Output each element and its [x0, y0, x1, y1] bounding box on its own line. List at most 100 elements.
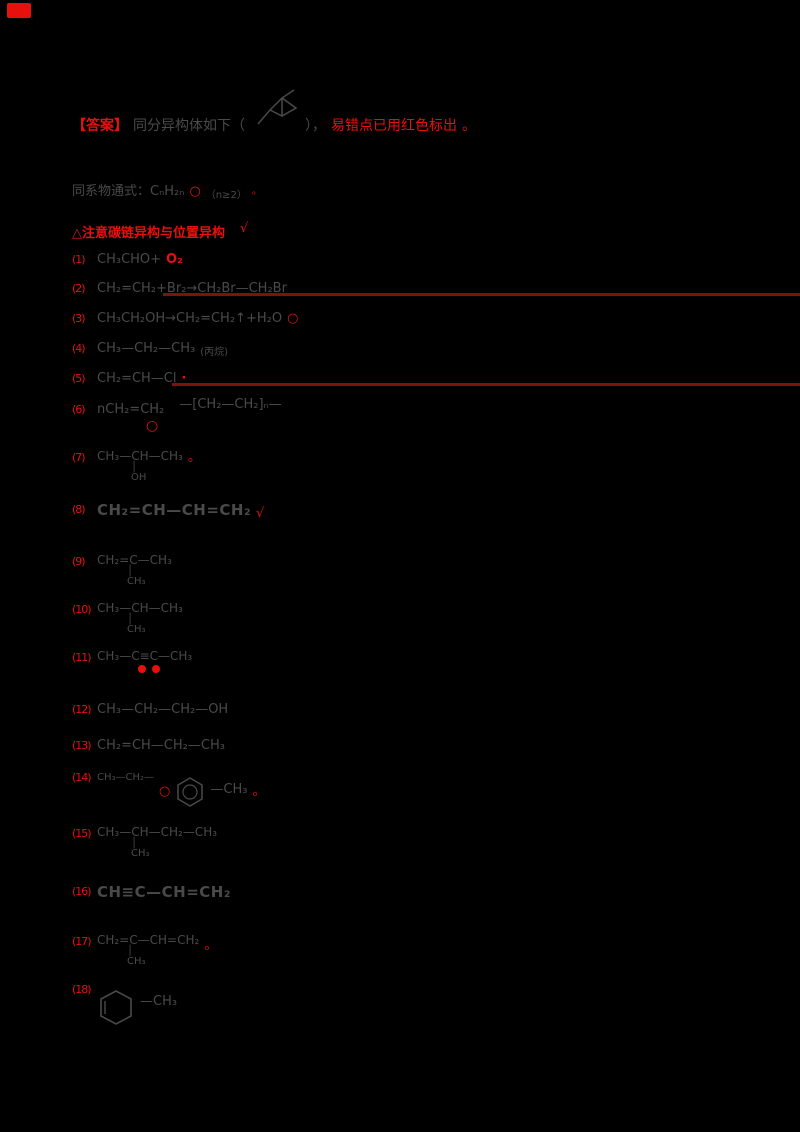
item-number: (15): [72, 827, 92, 840]
formula-suffix: —CH₃: [140, 994, 178, 1009]
item-number: (3): [72, 312, 86, 325]
formula-line2: │ CH₃: [127, 566, 146, 587]
formula-text: CH₂=CH₂+Br₂→CH₂Br—CH₂Br: [97, 281, 287, 296]
red-tail-mark: 。: [204, 938, 218, 953]
item-number: (13): [72, 739, 92, 752]
structural-formula: CH₃—CH—CH₂—CH₃ │ CH₃: [97, 826, 217, 859]
formula-text: CH₂=CH—CH=CH₂: [97, 501, 252, 519]
item-number: (1): [72, 253, 86, 266]
red-dot-mark: [138, 665, 146, 673]
answer-item-10: (10) CH₃—CH—CH₃ │ CH₃: [72, 602, 183, 635]
cyclohexene-ring-structure: [100, 990, 132, 1025]
item-number: (11): [72, 651, 92, 664]
item-number: (17): [72, 935, 92, 948]
item-number: (18): [72, 983, 92, 996]
item-number: (16): [72, 885, 92, 898]
formula-line1: CH₃—C≡C—CH₃: [97, 649, 193, 663]
red-underline-2: [172, 383, 800, 386]
formula-line2: │ CH₃: [127, 614, 146, 635]
answer-item-8: (8) CH₂=CH—CH=CH₂ √: [72, 501, 264, 521]
item-number: (10): [72, 603, 92, 616]
formula-prefix: CH₃—CH₂—: [97, 772, 155, 783]
red-tail-mark: 。: [252, 784, 266, 799]
red-circle-mark: ○: [287, 311, 299, 326]
formula-line1: CH₂=C—CH₃: [97, 553, 172, 567]
answer-item-16: (16) CH≡C—CH=CH₂: [72, 884, 231, 900]
red-circle-mark: ○: [189, 184, 201, 199]
answer-item-14: (14) CH₃—CH₂— ○ —CH₃ 。: [72, 770, 265, 808]
structural-formula: CH₃—CH—CH₃ │ OH: [97, 450, 183, 483]
formula-text: CH₃—CH₂—CH₃: [97, 341, 196, 356]
answer-item-2: (2) CH₂=CH₂+Br₂→CH₂Br—CH₂Br: [72, 281, 287, 297]
red-note-line: △注意碳链异构与位置异构 √: [72, 221, 248, 242]
answer-item-11: (11) CH₃—C≡C—CH₃: [72, 650, 192, 673]
structural-formula: CH₂=C—CH=CH₂ │ CH₃: [97, 934, 199, 967]
formula-condition: （n≥2）: [205, 190, 247, 201]
red-tail-mark: 。: [187, 450, 201, 465]
formula-text: CH₃CHO+: [97, 252, 162, 267]
answer-item-1: (1) CH₃CHO+ O₂: [72, 252, 183, 268]
red-circle-mark: ○: [159, 784, 171, 799]
answer-item-3: (3) CH₃CH₂OH→CH₂=CH₂↑+H₂O ○: [72, 311, 298, 327]
title-comma: ），: [305, 118, 326, 134]
polymer-unit-text: —[CH₂—CH₂]ₙ—: [179, 397, 282, 412]
item-number: (12): [72, 703, 92, 716]
formula-line1: CH₂=C—CH=CH₂: [97, 933, 200, 947]
formula-suffix: —CH₃: [210, 782, 248, 797]
red-tick-mark: √: [256, 506, 265, 521]
formula-text: CH≡C—CH=CH₂: [97, 883, 231, 901]
formula-text: 同系物通式：CₙH₂ₙ: [72, 184, 185, 199]
title-text-black: 同分异构体如下（: [133, 118, 245, 134]
red-tail-mark: 。: [251, 186, 262, 197]
answer-item-13: (13) CH₂=CH—CH₂—CH₃: [72, 738, 225, 754]
answer-item-15: (15) CH₃—CH—CH₂—CH₃ │ CH₃: [72, 826, 217, 859]
item-number: (2): [72, 282, 86, 295]
red-highlight: O₂: [166, 252, 183, 267]
note-tick-mark: √: [240, 221, 249, 236]
item-number: (8): [72, 503, 86, 516]
formula-text: CH₂=CH—Cl: [97, 371, 177, 386]
structural-formula: CH₃—CH—CH₃ │ CH₃: [97, 602, 183, 635]
item-number: (4): [72, 342, 86, 355]
item-number: (6): [72, 403, 86, 416]
formula-text: CH₃CH₂OH→CH₂=CH₂↑+H₂O: [97, 311, 283, 326]
red-dot-mark: [152, 665, 160, 673]
structural-formula: CH₂=C—CH₃ │ CH₃: [97, 554, 172, 587]
answer-item-5: (5) CH₂=CH—Cl ·: [72, 371, 186, 387]
item-number: (9): [72, 555, 86, 568]
formula-line2: │ CH₃: [127, 946, 146, 967]
formula-line2: │ CH₃: [131, 838, 150, 859]
formula-line1: CH₃—CH—CH₃: [97, 601, 183, 615]
red-dot-mark: ·: [181, 371, 187, 386]
item-number: (7): [72, 451, 86, 464]
answer-item-6: (6) nCH₂=CH₂ —[CH₂—CH₂]ₙ— ○: [72, 397, 282, 434]
formula-line1: CH₃—CH—CH₂—CH₃: [97, 825, 218, 839]
title-text-red: 易错点已用红色标出: [331, 118, 457, 134]
title-bracket: 【答案】: [72, 118, 128, 134]
corner-red-mark: [7, 3, 31, 18]
formula-note: (丙烷): [200, 347, 229, 358]
answer-item-12: (12) CH₃—CH₂—CH₂—OH: [72, 702, 228, 718]
red-circle-mark: ○: [146, 418, 159, 434]
formula-line2: │ OH: [131, 462, 147, 483]
item-number: (5): [72, 372, 86, 385]
answer-item-18: (18) —CH₃: [72, 982, 177, 1028]
benzene-ring-structure: [177, 777, 204, 807]
chemical-structure-sketch: [257, 89, 298, 125]
item-number: (14): [72, 771, 92, 784]
red-underline-1: [163, 293, 800, 296]
answer-item-9: (9) CH₂=C—CH₃ │ CH₃: [72, 554, 172, 587]
answer-item-17: (17) CH₂=C—CH=CH₂ │ CH₃ 。: [72, 934, 217, 967]
formula-line1: CH₃—CH—CH₃: [97, 449, 183, 463]
formula-text: CH₃—CH₂—CH₂—OH: [97, 702, 229, 717]
formula-text: CH₂=CH—CH₂—CH₃: [97, 738, 225, 753]
title-end-mark: 。: [462, 118, 476, 134]
structural-formula: CH₃—C≡C—CH₃: [97, 650, 192, 663]
answer-item-4: (4) CH₃—CH₂—CH₃ (丙烷): [72, 341, 228, 358]
formula-text: nCH₂=CH₂: [97, 402, 165, 417]
header-formula-line: 同系物通式：CₙH₂ₙ ○ （n≥2） 。: [72, 184, 262, 201]
note-text: △注意碳链异构与位置异构: [72, 226, 225, 241]
title-line: 【答案】 同分异构体如下（ ）， 易错点已用红色标出 。: [72, 118, 476, 134]
answer-item-7: (7) CH₃—CH—CH₃ │ OH 。: [72, 450, 201, 483]
